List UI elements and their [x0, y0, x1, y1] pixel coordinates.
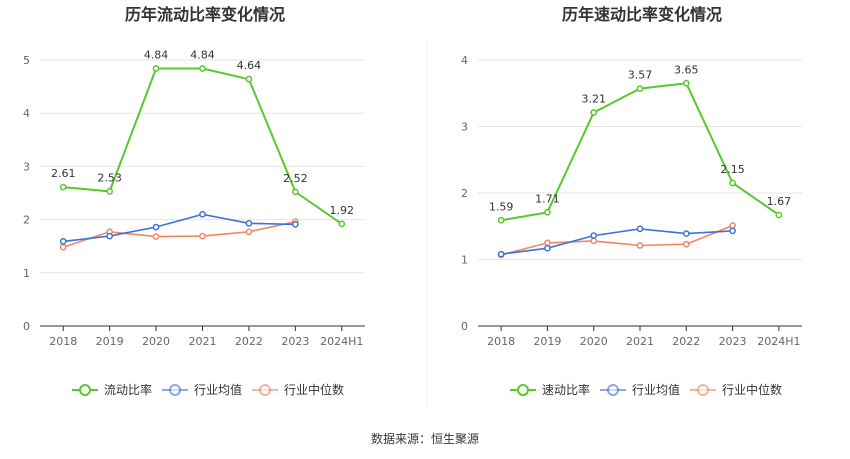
data-label: 1.71: [535, 192, 560, 205]
data-point: [338, 220, 346, 228]
data-point: [544, 244, 551, 252]
data-point: [636, 225, 644, 233]
data-point: [292, 188, 299, 196]
legend-swatch-marker: [607, 384, 619, 396]
data-point: [245, 75, 253, 83]
data-point: [497, 216, 505, 224]
data-point: [729, 179, 736, 187]
series-line-2: [500, 228, 733, 255]
legend-label: 流动比率: [104, 382, 152, 397]
data-point: [682, 240, 690, 248]
chart-title: 历年速动比率变化情况: [562, 5, 722, 24]
data-point: [152, 233, 160, 240]
data-point: [497, 250, 505, 258]
x-tick-label: 2018: [487, 335, 515, 348]
data-point: [544, 239, 551, 247]
data-label: 1.67: [767, 195, 792, 208]
y-tick-label: 4: [461, 54, 468, 67]
legend-swatch-marker: [169, 384, 181, 396]
data-point: [775, 211, 783, 219]
data-point: [544, 208, 551, 216]
x-tick-label: 2018: [49, 335, 77, 348]
x-tick-label: 2023: [281, 335, 309, 348]
legend-swatch-marker: [517, 384, 529, 396]
chart-panel-1: 历年流动比率变化情况 0 1 2 3 4 5 2018 2019 2020 2021 2022 2023…: [23, 5, 365, 397]
data-point: [292, 221, 299, 228]
series-line-1: [63, 67, 343, 225]
x-tick-label: 2019: [96, 335, 124, 348]
data-label: 2.15: [720, 163, 745, 176]
legend-swatch-marker: [697, 384, 709, 396]
x-tick-label: 2021: [626, 335, 654, 348]
data-point: [245, 228, 253, 236]
data-point: [682, 79, 690, 87]
legend-label: 行业均值: [632, 382, 680, 397]
data-point: [59, 238, 67, 245]
data-label: 2.53: [97, 171, 122, 184]
data-point: [106, 232, 113, 240]
data-label: 4.84: [190, 49, 215, 62]
series-line-2: [63, 213, 296, 243]
y-tick-label: 5: [23, 54, 30, 67]
data-label: 1.59: [489, 200, 514, 213]
data-point: [59, 183, 67, 191]
legend-label: 行业中位数: [722, 382, 782, 397]
data-point: [59, 243, 67, 251]
y-tick-label: 0: [461, 320, 468, 333]
data-point: [590, 109, 598, 116]
x-tick-label: 2021: [189, 335, 217, 348]
y-tick-label: 0: [23, 320, 30, 333]
x-tick-label: 2024H1: [757, 335, 800, 348]
data-label: 3.65: [674, 63, 699, 76]
x-tick-label: 2022: [672, 335, 700, 348]
y-tick-label: 3: [23, 160, 30, 173]
y-tick-label: 2: [23, 214, 30, 227]
data-point: [199, 210, 206, 218]
data-point: [729, 227, 736, 235]
data-label: 3.57: [628, 69, 653, 82]
data-point: [636, 85, 644, 92]
chart-title: 历年流动比率变化情况: [125, 5, 285, 24]
footer-source: 数据来源：恒生聚源: [371, 431, 479, 446]
legend-swatch-marker: [79, 384, 91, 396]
legend-swatch-marker: [259, 384, 271, 396]
data-point: [729, 222, 736, 229]
data-point: [152, 223, 160, 231]
series-line-3: [500, 224, 733, 256]
series-line-3: [62, 220, 296, 249]
legend-label: 行业中位数: [284, 382, 344, 397]
data-point: [199, 65, 206, 72]
x-tick-label: 2023: [719, 335, 747, 348]
y-tick-label: 3: [461, 121, 468, 134]
legend-label: 行业均值: [194, 382, 242, 397]
x-tick-label: 2020: [580, 335, 608, 348]
data-point: [245, 219, 253, 227]
y-tick-label: 1: [461, 254, 468, 267]
x-tick-label: 2019: [533, 335, 561, 348]
data-point: [636, 242, 644, 249]
chart-panel-2: 历年速动比率变化情况 0 1 2 3 4 2018 2019 2020 2021 2022 2023 2…: [461, 5, 802, 397]
y-tick-label: 1: [23, 267, 30, 280]
data-point: [590, 232, 598, 239]
x-tick-label: 2020: [142, 335, 170, 348]
x-tick-label: 2022: [235, 335, 263, 348]
data-point: [199, 232, 206, 240]
x-tick-label: 2024H1: [320, 335, 363, 348]
data-point: [590, 237, 598, 245]
y-tick-label: 2: [461, 187, 468, 200]
data-label: 2.61: [51, 167, 76, 180]
data-label: 1.92: [330, 204, 355, 217]
y-tick-label: 4: [23, 107, 30, 120]
data-label: 4.64: [237, 59, 262, 72]
data-label: 3.21: [581, 93, 606, 106]
data-point: [682, 230, 690, 237]
legend-label: 速动比率: [542, 382, 590, 397]
data-point: [106, 188, 113, 195]
data-label: 2.52: [283, 172, 308, 185]
data-point: [152, 65, 160, 72]
data-label: 4.84: [144, 49, 169, 62]
